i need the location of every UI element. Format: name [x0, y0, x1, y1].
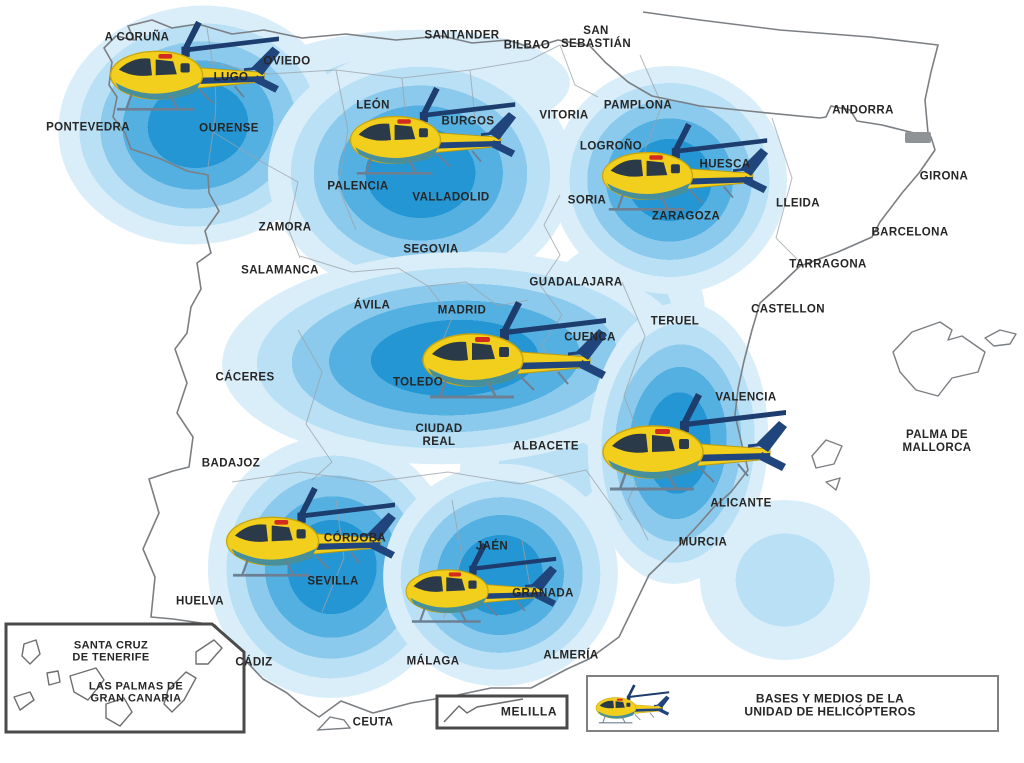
helicopter-layer	[109, 19, 789, 724]
helicopter-icon-valencia	[601, 391, 789, 491]
helicopter-icon-valladolid	[349, 85, 518, 175]
helicopter-icon-a-coruna	[109, 19, 282, 111]
melilla-box	[435, 694, 569, 730]
spain-outline	[103, 19, 936, 718]
france-border	[642, 11, 940, 134]
pyrenees-marker	[905, 132, 931, 143]
balearic-islands	[811, 321, 1017, 491]
legend-box	[586, 675, 999, 732]
helicopter-icon-zaragoza	[601, 121, 770, 211]
province-borders	[206, 27, 801, 619]
canary-inset-box	[4, 622, 246, 734]
ceuta-outline	[316, 716, 352, 731]
helicopter-icon-sevilla	[225, 485, 398, 577]
helicopter-icon-granada	[404, 541, 559, 623]
